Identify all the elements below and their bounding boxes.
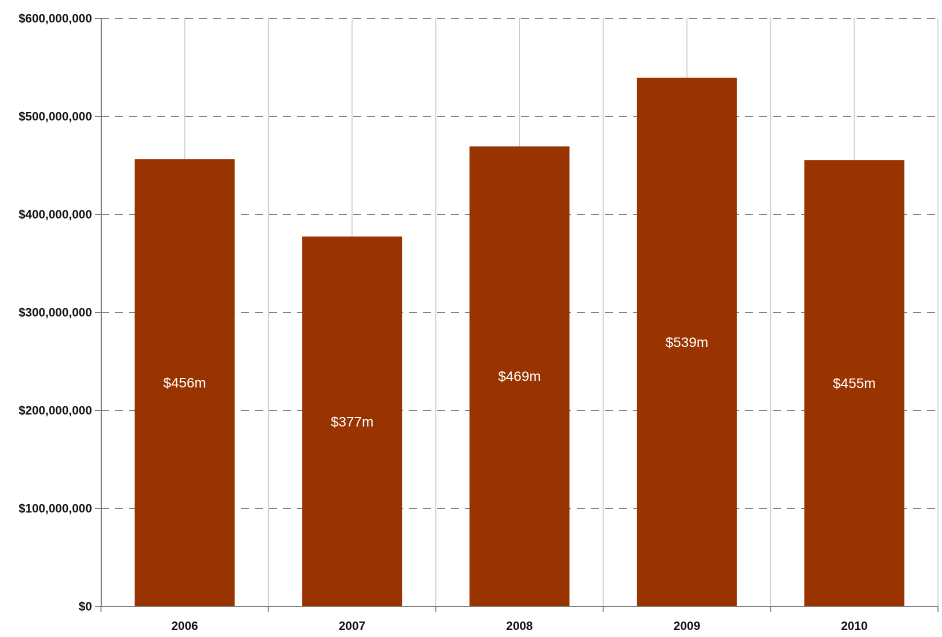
x-tick-label: 2009 [674, 619, 701, 633]
y-tick-label: $100,000,000 [19, 502, 93, 516]
data-label-2008: $469m [498, 368, 541, 384]
x-tick-label: 2006 [171, 619, 198, 633]
bar-2009 [636, 77, 737, 606]
y-tick-label: $600,000,000 [19, 12, 93, 26]
axis-layer [95, 18, 939, 612]
x-tick-label: 2008 [506, 619, 533, 633]
y-tick-label: $0 [79, 600, 93, 614]
y-tick-label: $400,000,000 [19, 208, 93, 222]
x-tick-label: 2010 [841, 619, 868, 633]
bar-2006 [134, 159, 235, 606]
data-label-2007: $377m [331, 413, 374, 429]
bar-2007 [302, 236, 403, 607]
bars-layer [134, 77, 905, 607]
data-label-2009: $539m [665, 334, 708, 350]
y-tick-label: $500,000,000 [19, 110, 93, 124]
y-tick-label: $200,000,000 [19, 404, 93, 418]
labels-layer: $0 $100,000,000 $200,000,000 $300,000,000 $4… [19, 12, 876, 634]
bar-2010 [804, 160, 905, 606]
x-tick-label: 2007 [339, 619, 366, 633]
bar-2008 [469, 146, 570, 606]
data-label-2010: $455m [833, 375, 876, 391]
data-label-2006: $456m [163, 375, 206, 391]
y-tick-label: $300,000,000 [19, 306, 93, 320]
